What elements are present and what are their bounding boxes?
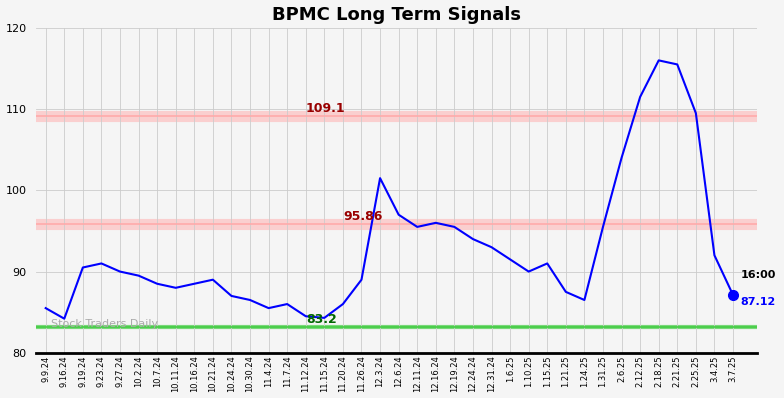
Text: 83.2: 83.2 bbox=[306, 313, 336, 326]
Text: Stock Traders Daily: Stock Traders Daily bbox=[51, 319, 158, 329]
Text: 95.86: 95.86 bbox=[343, 210, 383, 223]
Text: 16:00: 16:00 bbox=[740, 270, 776, 280]
Title: BPMC Long Term Signals: BPMC Long Term Signals bbox=[272, 6, 521, 23]
Text: 109.1: 109.1 bbox=[306, 102, 346, 115]
Text: 87.12: 87.12 bbox=[740, 297, 775, 306]
